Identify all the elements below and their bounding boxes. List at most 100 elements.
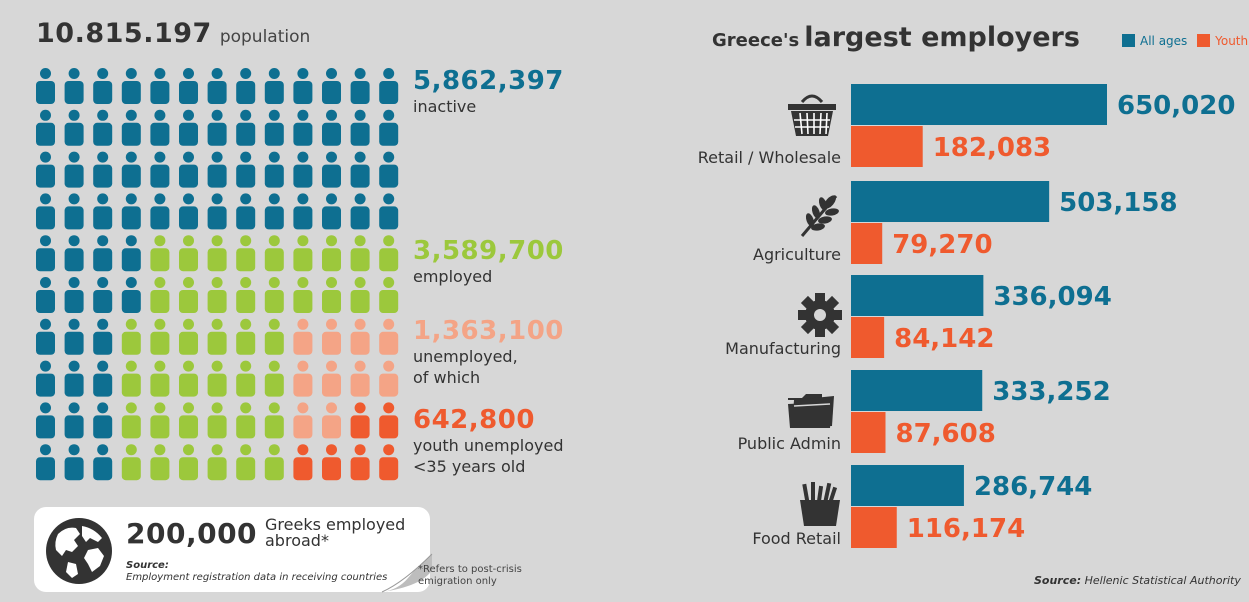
category-label: Food Retail bbox=[752, 529, 841, 548]
person-icon bbox=[121, 151, 141, 188]
person-icon bbox=[93, 193, 113, 230]
person-icon bbox=[36, 277, 55, 313]
person-icon bbox=[379, 277, 399, 313]
person-icon bbox=[36, 193, 55, 230]
person-icon bbox=[379, 402, 399, 439]
person-icon bbox=[350, 68, 370, 104]
person-icon bbox=[236, 444, 256, 481]
stat-inactive: 5,862,397 inactive bbox=[413, 66, 564, 117]
abroad-card: 200,000 Greeks employed abroad* Source: … bbox=[34, 507, 430, 592]
stat-unemployed: 1,363,100 unemployed, of which bbox=[413, 316, 564, 388]
legend-label-youth: Youth bbox=[1215, 34, 1249, 48]
person-icon bbox=[207, 360, 227, 397]
person-icon bbox=[93, 277, 113, 313]
data-label-youth: 84,142 bbox=[894, 324, 994, 354]
person-icon bbox=[207, 193, 227, 230]
data-label-all-ages: 333,252 bbox=[992, 377, 1110, 407]
person-icon bbox=[236, 151, 256, 188]
person-icon bbox=[121, 402, 141, 439]
legend-swatch-all-ages bbox=[1122, 34, 1135, 47]
person-icon bbox=[179, 360, 198, 397]
person-icon bbox=[322, 402, 341, 439]
gear-icon bbox=[798, 293, 842, 337]
stat-unemployed-label-2: of which bbox=[413, 368, 481, 387]
bar-all-ages bbox=[851, 275, 984, 316]
person-icon bbox=[322, 193, 341, 230]
stat-youth-unemployed-label-1: youth unemployed bbox=[413, 436, 564, 455]
person-icon bbox=[293, 151, 313, 188]
wheat-icon bbox=[800, 195, 839, 237]
chart-title-part2: largest employers bbox=[804, 22, 1080, 53]
person-icon bbox=[64, 360, 84, 397]
person-icon bbox=[64, 151, 84, 188]
person-icon bbox=[350, 402, 370, 439]
legend-item-youth: Youth bbox=[1197, 34, 1248, 48]
person-icon bbox=[264, 318, 284, 355]
person-icon bbox=[322, 360, 341, 397]
legend-swatch-youth bbox=[1197, 34, 1211, 47]
person-icon bbox=[93, 68, 113, 104]
person-icon bbox=[379, 360, 399, 397]
person-icon bbox=[179, 277, 198, 313]
abroad-footnote: *Refers to post-crisis emigration only bbox=[418, 564, 522, 587]
person-icon bbox=[150, 277, 170, 313]
person-icon bbox=[293, 277, 313, 313]
person-icon bbox=[236, 193, 256, 230]
person-icon bbox=[379, 444, 399, 481]
person-icon bbox=[121, 360, 141, 397]
person-icon bbox=[179, 444, 198, 481]
stat-unemployed-label-1: unemployed, bbox=[413, 347, 518, 366]
person-icon bbox=[264, 235, 284, 272]
person-icon bbox=[64, 193, 84, 230]
person-icon bbox=[121, 68, 141, 104]
person-icon bbox=[207, 235, 227, 272]
person-icon bbox=[207, 318, 227, 355]
person-icon bbox=[36, 151, 55, 188]
person-icon bbox=[350, 193, 370, 230]
person-icon bbox=[179, 402, 198, 439]
person-icon bbox=[93, 360, 113, 397]
person-icon bbox=[322, 235, 341, 272]
person-icon bbox=[150, 318, 170, 355]
bar-youth bbox=[851, 317, 885, 358]
person-icon bbox=[293, 193, 313, 230]
person-icon bbox=[350, 318, 370, 355]
person-icon bbox=[150, 68, 170, 104]
stat-employed-value: 3,589,700 bbox=[413, 236, 564, 266]
person-icon bbox=[264, 402, 284, 439]
person-icon bbox=[179, 68, 198, 104]
chart-title-part1: Greece's bbox=[712, 30, 800, 51]
population-heading: 10.815.197 population bbox=[36, 18, 310, 49]
bar-youth bbox=[851, 223, 883, 264]
person-icon bbox=[264, 151, 284, 188]
category-label: Retail / Wholesale bbox=[698, 148, 841, 167]
person-icon bbox=[236, 277, 256, 313]
person-icon bbox=[36, 109, 55, 146]
person-icon bbox=[293, 444, 313, 481]
page-curl bbox=[381, 553, 433, 593]
person-icon bbox=[179, 193, 198, 230]
bar-all-ages bbox=[851, 465, 964, 506]
person-icon bbox=[350, 109, 370, 146]
person-icon bbox=[64, 109, 84, 146]
population-number: 10.815.197 bbox=[36, 18, 212, 49]
basket-icon bbox=[788, 94, 836, 136]
category-label: Public Admin bbox=[738, 434, 841, 453]
folder-icon bbox=[788, 394, 834, 428]
person-icon bbox=[36, 360, 55, 397]
bar-all-ages bbox=[851, 370, 983, 411]
person-icon bbox=[93, 402, 113, 439]
person-icon bbox=[150, 235, 170, 272]
person-icon bbox=[64, 277, 84, 313]
population-pictograph bbox=[36, 68, 399, 481]
data-label-all-ages: 650,020 bbox=[1117, 91, 1235, 121]
stat-employed-label: employed bbox=[413, 267, 493, 286]
person-icon bbox=[322, 318, 341, 355]
person-icon bbox=[236, 109, 256, 146]
person-icon bbox=[236, 402, 256, 439]
person-icon bbox=[379, 318, 399, 355]
data-label-all-ages: 286,744 bbox=[974, 472, 1092, 502]
person-icon bbox=[179, 318, 198, 355]
person-icon bbox=[379, 151, 399, 188]
person-icon bbox=[293, 109, 313, 146]
